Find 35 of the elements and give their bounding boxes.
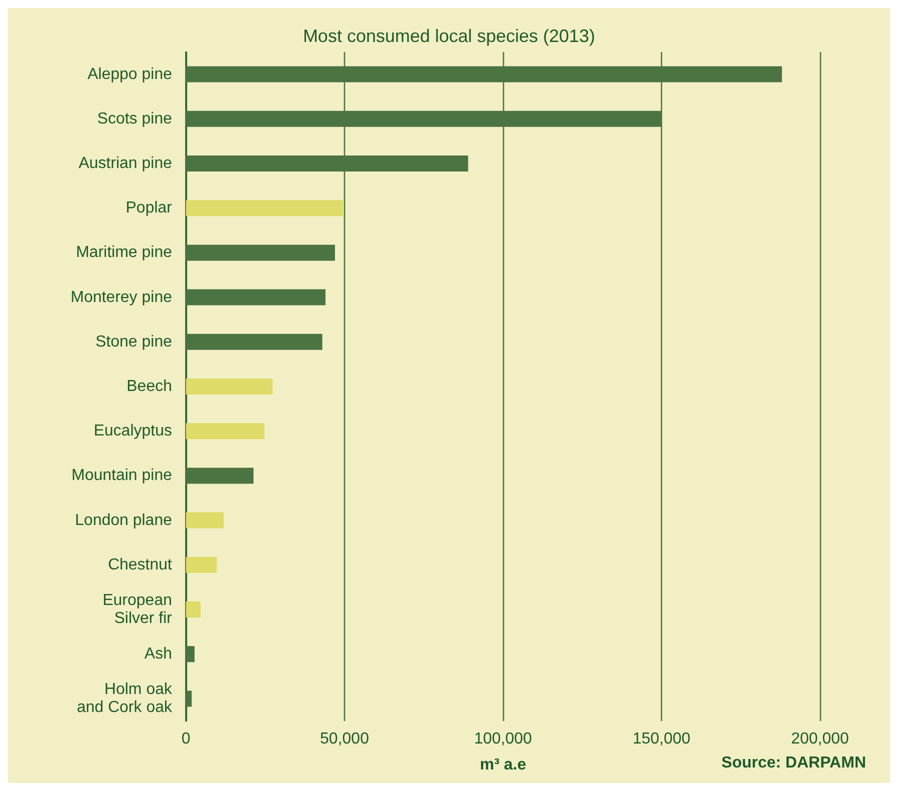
source-note: Source: DARPAMN	[721, 754, 866, 772]
bar	[186, 289, 326, 306]
bar	[186, 468, 254, 484]
y-tick-label: Beech	[126, 378, 172, 395]
x-tick-label: 0	[182, 730, 191, 748]
bar	[186, 244, 335, 261]
x-axis-title: m³ a.e	[480, 756, 526, 774]
bar	[186, 200, 343, 216]
y-tick-label: Chestnut	[108, 556, 173, 574]
y-tick-label: Maritime pine	[76, 244, 172, 262]
y-tick-label: London plane	[75, 512, 172, 529]
bar	[186, 602, 201, 618]
x-tick-label: 150,000	[632, 730, 691, 748]
bar	[186, 423, 264, 440]
bar	[186, 378, 273, 394]
y-tick-label: Mountain pine	[71, 467, 172, 484]
y-tick-label: Monterey pine	[70, 288, 172, 306]
bar	[186, 512, 224, 528]
bar	[186, 646, 195, 662]
y-tick-label: Poplar	[126, 200, 173, 217]
y-tick-label: European Silver fir	[102, 592, 173, 627]
y-tick-label: Austrian pine	[78, 155, 172, 172]
y-tick-label: Ash	[144, 646, 172, 663]
y-tick-label: Stone pine	[95, 333, 172, 350]
x-tick-label: 50,000	[320, 730, 370, 748]
chart-title: Most consumed local species (2013)	[302, 26, 596, 46]
y-tick-label: Aleppo pine	[87, 66, 172, 83]
y-tick-label: Eucalyptus	[94, 422, 172, 440]
bar	[186, 334, 322, 350]
y-tick-label: Holm oak and Cork oak	[76, 681, 173, 716]
x-tick-label: 100,000	[474, 730, 532, 748]
y-tick-label: Scots pine	[97, 110, 172, 128]
bar	[186, 690, 192, 707]
bar	[186, 556, 217, 573]
x-tick-label: 200,000	[791, 730, 850, 748]
